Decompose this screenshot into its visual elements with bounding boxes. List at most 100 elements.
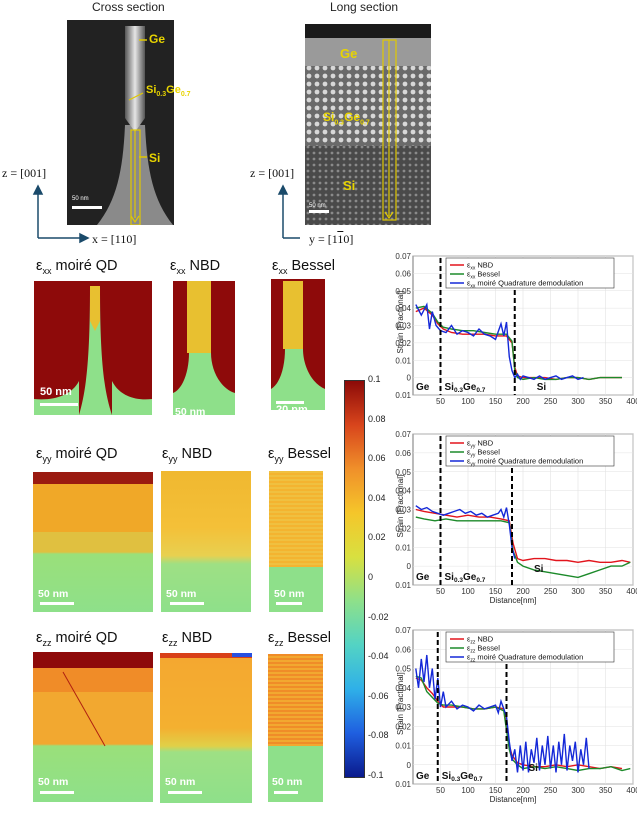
x-tick-label: 50: [436, 786, 445, 795]
legend-entry: εxx NBD: [467, 261, 494, 272]
sb-ezz-moire: 50 nm: [38, 776, 69, 788]
sb-ezz-bessel: 50 nm: [272, 776, 303, 788]
title-eyy-nbd: εyy NBD: [162, 446, 213, 464]
title-eyy-bessel: εyy Bessel: [268, 446, 332, 464]
region-label-si: Si: [537, 382, 547, 393]
axis-arrows: [32, 184, 300, 244]
region-label-sige: Si0.3Ge0.7: [445, 572, 486, 584]
y-tick-label: 0.04: [395, 487, 411, 496]
legend-box: [445, 257, 615, 289]
plot-ezz: -0.01 0 0.01 0.02 0.03 0.04 0.05 0.06 0.07 50 100 1…: [393, 624, 637, 812]
series-line-bessel: [415, 516, 631, 579]
y-axis-label: Strain [Fractional]: [396, 291, 405, 354]
sb-line-exx-bessel: [276, 401, 304, 404]
y-tick-label: 0.05: [395, 287, 411, 296]
colorbar-tick-label: -0.04: [368, 651, 389, 662]
sb-ezz-nbd: 50 nm: [165, 776, 196, 788]
title-exx-bessel: εxx Bessel: [272, 258, 336, 276]
sb-line-exx-moire: [40, 403, 78, 406]
colorbar-tick-label: 0.02: [368, 532, 386, 543]
y-tick-label: 0.02: [395, 339, 411, 348]
y-tick-label: 0.01: [395, 543, 411, 552]
legend-box: [445, 435, 615, 467]
legend-entry: εyy NBD: [467, 439, 494, 450]
y-tick-label: 0.05: [395, 665, 411, 674]
map-exx-moire: [34, 281, 152, 415]
y-tick-label: 0: [407, 374, 412, 383]
x-tick-label: 350: [599, 587, 613, 596]
y-tick-label: 0.06: [395, 449, 411, 458]
long-label-ge: Ge: [340, 46, 358, 61]
colorbar-tick-label: 0.06: [368, 453, 386, 464]
title-ezz-nbd: εzz NBD: [162, 630, 213, 648]
y-tick-label: 0.07: [395, 430, 411, 439]
map-ezz-nbd: [160, 653, 252, 803]
x-tick-label: 400: [626, 587, 637, 596]
x-tick-label: 350: [599, 786, 613, 795]
x-tick-label: 350: [599, 397, 613, 406]
legend-entry: εzz moiré Quadrature demodulation: [467, 653, 583, 664]
sb-exx-bessel: 20 nm: [276, 404, 308, 416]
x-tick-label: 200: [516, 397, 530, 406]
y-tick-label: 0.06: [395, 645, 411, 654]
cross-section-title: Cross section: [92, 0, 165, 14]
x-tick-label: 100: [461, 587, 475, 596]
cross-label-si: Si: [149, 151, 161, 165]
x-tick-label: 300: [571, 786, 585, 795]
region-label-ge: Ge: [416, 572, 430, 583]
y-axis-label: Strain [Fractional]: [396, 672, 405, 735]
colorbar-tick-label: -0.06: [368, 690, 389, 701]
sb-line-ezz-bessel: [274, 791, 298, 794]
colorbar: [344, 380, 365, 778]
long-label-sige: Si0.3Ge0.7: [323, 110, 370, 127]
sb-line-ezz-nbd: [168, 791, 202, 794]
long-section-image: [305, 24, 431, 225]
cross-label-ge: Ge: [149, 32, 166, 46]
region-label-sige: Si0.3Ge0.7: [445, 382, 486, 394]
x-axis-label: Distance[nm]: [490, 596, 537, 605]
long-section-drawing: [305, 24, 431, 225]
colorbar-tick-label: 0.1: [368, 374, 381, 384]
map-ezz-moire: [33, 652, 153, 802]
sb-line-ezz-moire: [40, 791, 74, 794]
colorbar-tick-label: 0.08: [368, 413, 386, 424]
y-tick-label: 0.01: [395, 356, 411, 365]
cross-label-sige: Si0.3Ge0.7: [146, 84, 191, 99]
y-tick-label: 0.04: [395, 304, 411, 313]
sb-exx-moire: 50 nm: [40, 386, 72, 398]
y-axis-label: y = [110]: [309, 232, 354, 246]
legend-entry: εzz Bessel: [467, 644, 500, 655]
y-tick-label: -0.01: [395, 581, 412, 590]
map-eyy-bessel: [269, 471, 323, 612]
z-axis-label-right: z = [001]: [250, 166, 295, 180]
x-tick-label: 250: [544, 587, 558, 596]
legend-box: [445, 631, 615, 663]
colorbar-tick-label: -0.1: [368, 770, 384, 780]
x-axis-label: x = [110]: [92, 232, 137, 246]
sb-eyy-nbd: 50 nm: [166, 588, 197, 600]
sb-eyy-bessel: 50 nm: [274, 588, 305, 600]
x-tick-label: 400: [626, 397, 637, 406]
title-ezz-bessel: εzz Bessel: [268, 630, 332, 648]
y-tick-label: -0.01: [395, 391, 412, 400]
region-label-sige: Si0.3Ge0.7: [442, 771, 483, 783]
map-eyy-moire: [33, 472, 153, 612]
y-tick-label: 0.07: [395, 252, 411, 261]
x-tick-label: 300: [571, 397, 585, 406]
sb-line-eyy-moire: [40, 602, 74, 605]
map-exx-bessel: [271, 279, 325, 410]
y-tick-label: 0.04: [395, 684, 411, 693]
plot-eyy: -0.01 0 0.01 0.02 0.03 0.04 0.05 0.06 0.07 50 100 1…: [393, 428, 637, 613]
y-tick-label: 0.03: [395, 322, 411, 331]
sb-line-eyy-nbd: [170, 602, 204, 605]
x-tick-label: 250: [544, 397, 558, 406]
region-label-ge: Ge: [416, 382, 430, 393]
y-tick-label: 0.01: [395, 742, 411, 751]
y-axis-label: Strain [Fractional]: [396, 475, 405, 538]
sb-line-eyy-bessel: [276, 602, 302, 605]
y-tick-label: 0.06: [395, 269, 411, 278]
y-tick-label: -0.01: [395, 780, 412, 789]
title-eyy-moire: εyy moiré QD: [36, 446, 118, 464]
y-tick-label: 0: [407, 562, 412, 571]
x-tick-label: 150: [489, 587, 503, 596]
